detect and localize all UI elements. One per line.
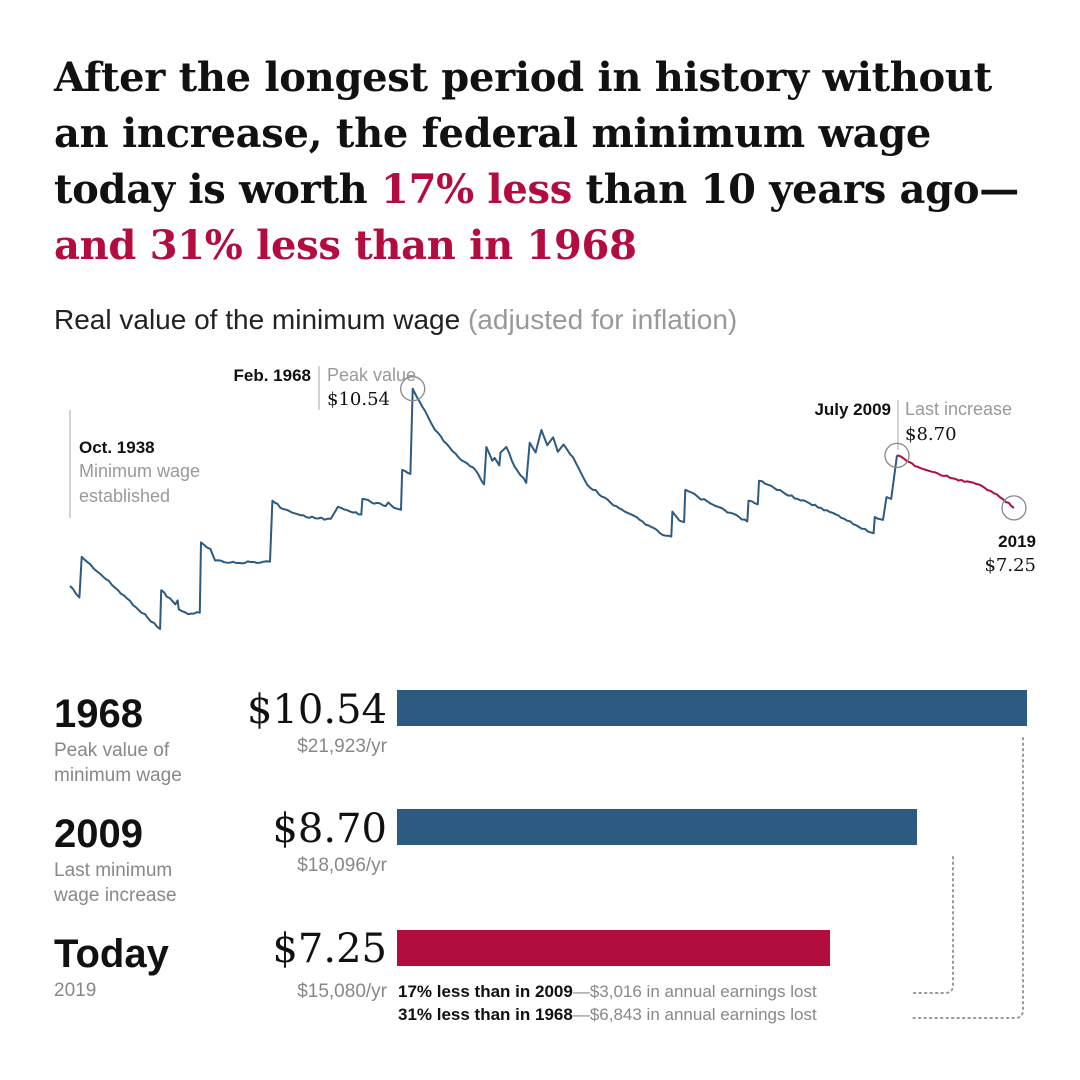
feb-1968-text: Peak value [327, 365, 416, 385]
headline-highlight-2: and 31% less than in 1968 [54, 222, 637, 269]
bar-today [397, 930, 831, 966]
row-2009-label: 2009 [54, 812, 143, 856]
oct-1938-date: Oct. 1938 [79, 438, 155, 457]
july-2009-text: Last increase [905, 399, 1012, 419]
row-2009-desc-2: wage increase [54, 885, 177, 906]
row-2009-desc: Last minimum wage increase [54, 858, 177, 908]
row-today: Today 2019 [54, 932, 169, 1003]
row-1968-price: $10.54 [247, 687, 387, 733]
bar-2009 [397, 809, 917, 845]
row-2009-price: $8.70 [272, 806, 387, 852]
end-2019-value: $7.25 [984, 555, 1036, 576]
row-1968-desc-2: minimum wage [54, 765, 182, 786]
last-increase-marker [884, 442, 910, 469]
note-2009-bold: 17% less than in 2009 [398, 982, 573, 1001]
row-today-annual: $15,080/yr [297, 981, 387, 1002]
row-today-desc: 2019 [54, 978, 169, 1003]
row-1968-label: 1968 [54, 692, 143, 736]
row-2009-annual: $18,096/yr [297, 855, 387, 876]
note-1968: 31% less than in 1968—$6,843 in annual e… [398, 1003, 817, 1026]
oct-1938-text-2: established [79, 486, 170, 506]
connector-2009 [911, 856, 954, 994]
row-2009-desc-1: Last minimum [54, 860, 173, 881]
row-1968-desc: Peak value of minimum wage [54, 738, 182, 788]
end-2019-date: 2019 [998, 532, 1036, 551]
note-1968-rest: —$6,843 in annual earnings lost [572, 1005, 817, 1024]
feb-1968-value: $10.54 [327, 389, 390, 410]
headline: After the longest period in history with… [54, 50, 1044, 274]
chart-subtitle: Real value of the minimum wage (adjusted… [54, 304, 737, 336]
today-marker [1001, 495, 1027, 521]
line-chart: Oct. 1938 Minimum wage established Feb. … [69, 365, 1036, 630]
row-today-label: Today [54, 932, 169, 976]
chart-subtitle-muted: (adjusted for inflation) [467, 304, 738, 335]
series-line-red [896, 454, 1015, 509]
connector-1968 [909, 737, 1024, 1019]
headline-highlight-1: 17% less [381, 166, 572, 213]
july-2009-value: $8.70 [905, 424, 957, 445]
headline-part1: After the longest period in history with… [54, 54, 992, 213]
row-today-desc-1: 2019 [54, 980, 97, 1001]
annotation-layer: Oct. 1938 Minimum wage established Feb. … [69, 365, 1036, 576]
notes: 17% less than in 2009—$3,016 in annual e… [398, 980, 817, 1026]
chart-subtitle-main: Real value of the minimum wage [54, 304, 461, 335]
peak-marker [400, 376, 426, 402]
note-2009-rest: —$3,016 in annual earnings lost [572, 982, 817, 1001]
headline-part2: than 10 years ago— [571, 166, 1020, 213]
series-line-blue [69, 387, 898, 630]
row-1968-desc-1: Peak value of [54, 740, 170, 761]
bar-1968 [397, 690, 1027, 726]
july-2009-date: July 2009 [814, 400, 891, 419]
feb-1968-date: Feb. 1968 [234, 366, 312, 385]
oct-1938-text-1: Minimum wage [79, 461, 200, 481]
row-2009: 2009 Last minimum wage increase [54, 812, 177, 908]
note-1968-bold: 31% less than in 1968 [398, 1005, 573, 1024]
note-2009: 17% less than in 2009—$3,016 in annual e… [398, 980, 817, 1003]
row-1968-annual: $21,923/yr [297, 736, 387, 757]
row-1968: 1968 Peak value of minimum wage [54, 692, 182, 788]
row-today-price: $7.25 [272, 926, 387, 972]
